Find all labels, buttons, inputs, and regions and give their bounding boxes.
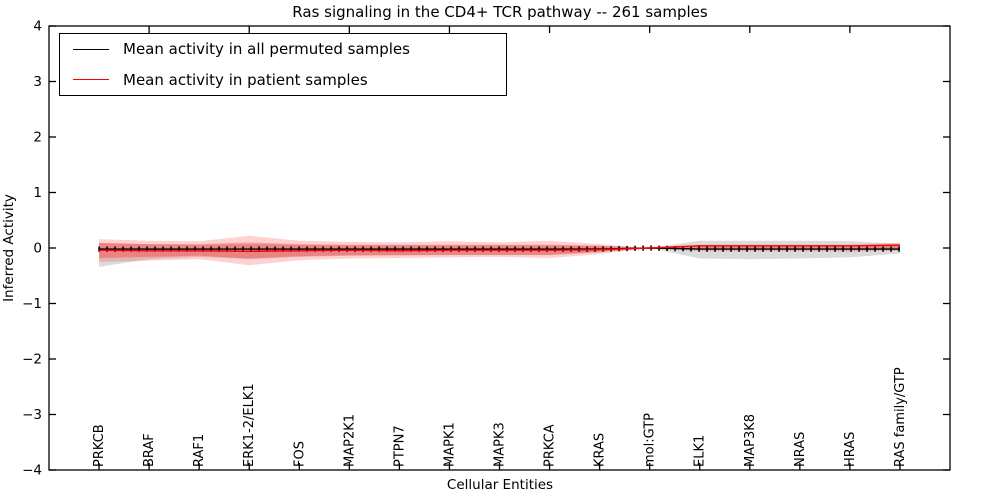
- x-tick-label: MAPK3: [493, 422, 508, 467]
- y-tick-label: −3: [22, 407, 42, 423]
- y-tick-label: −1: [22, 296, 42, 312]
- x-tick-label: RAS family/GTP: [893, 367, 908, 467]
- x-tick-label: MAP2K1: [342, 414, 357, 467]
- legend-label: Mean activity in patient samples: [123, 70, 368, 89]
- y-tick-label: 0: [33, 241, 42, 257]
- x-tick-label: PRKCB: [92, 424, 107, 467]
- legend-item-permuted: Mean activity in all permuted samples: [60, 35, 506, 64]
- x-tick-label: PTPN7: [392, 425, 407, 467]
- x-tick-label: PRKCA: [543, 424, 558, 467]
- y-tick-label: −2: [22, 352, 42, 368]
- x-tick-label: BRAF: [142, 433, 157, 467]
- x-tick-label: ERK1-2/ELK1: [242, 383, 257, 467]
- x-tick-label: KRAS: [593, 433, 608, 467]
- y-tick-label: 1: [33, 185, 42, 201]
- y-tick-label: 3: [33, 74, 42, 90]
- legend-item-patient: Mean activity in patient samples: [60, 65, 506, 94]
- x-tick-label: HRAS: [843, 432, 858, 467]
- x-tick-label: MAPK1: [442, 422, 457, 467]
- y-tick-label: 2: [33, 130, 42, 146]
- x-tick-label: ELK1: [693, 435, 708, 467]
- chart-title: Ras signaling in the CD4+ TCR pathway --…: [292, 3, 708, 21]
- x-axis-label: Cellular Entities: [446, 477, 554, 493]
- y-tick-label: −4: [22, 463, 42, 479]
- legend: Mean activity in all permuted samples Me…: [59, 33, 507, 96]
- series-line-patient: [99, 244, 900, 253]
- x-tick-label: MAP3K8: [743, 414, 758, 467]
- patient-line-swatch: [73, 79, 109, 81]
- x-tick-label: FOS: [292, 441, 307, 467]
- legend-label: Mean activity in all permuted samples: [123, 40, 410, 59]
- x-tick-label: NRAS: [793, 432, 808, 467]
- y-tick-label: 4: [33, 19, 42, 35]
- permuted-line-swatch: [73, 48, 109, 50]
- x-tick-label: mol:GTP: [643, 413, 658, 467]
- x-tick-label: RAF1: [192, 434, 207, 467]
